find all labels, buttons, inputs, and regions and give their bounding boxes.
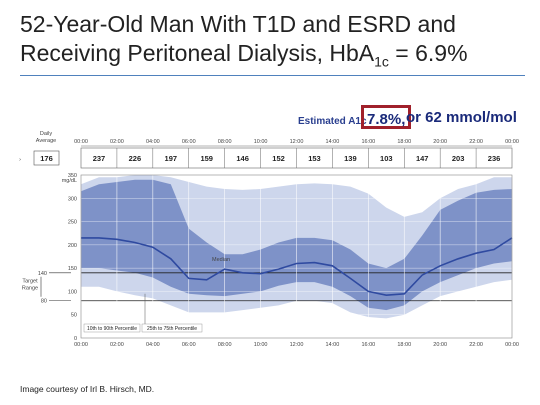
title-subscript: 1c [374, 53, 389, 70]
target-side-tick: 80 [41, 299, 47, 305]
y-tick-label: 0 [74, 336, 77, 342]
time-tick-top: 02:00 [110, 139, 124, 145]
row-arrow-icon: › [19, 157, 21, 163]
time-tick-top: 18:00 [397, 139, 411, 145]
legend-box-outer [83, 323, 141, 333]
time-tick-top: 22:00 [469, 139, 483, 145]
time-tick-bottom: 08:00 [218, 342, 232, 348]
legend-box-inner [141, 323, 203, 333]
time-tick-top: 00:00 [505, 139, 519, 145]
time-tick-bottom: 18:00 [397, 342, 411, 348]
median-label: Median [212, 257, 230, 263]
period-average-value: 203 [452, 154, 465, 163]
y-tick-label: 250 [68, 220, 77, 226]
estimated-a1c-value-box: 7.8%, [361, 105, 412, 129]
period-average-value: 226 [129, 154, 142, 163]
time-tick-bottom: 12:00 [290, 342, 304, 348]
time-tick-bottom: 06:00 [182, 342, 196, 348]
time-tick-top: 12:00 [290, 139, 304, 145]
daily-average-box [33, 150, 60, 166]
period-average-value: 147 [416, 154, 429, 163]
period-average-value: 153 [308, 154, 321, 163]
time-tick-bottom: 20:00 [433, 342, 447, 348]
time-tick-top: 06:00 [182, 139, 196, 145]
period-average-value: 152 [272, 154, 285, 163]
time-tick-bottom: 16:00 [361, 342, 375, 348]
y-unit-label: mg/dL [62, 178, 77, 184]
time-tick-bottom: 00:00 [505, 342, 519, 348]
time-tick-bottom: 22:00 [469, 342, 483, 348]
legend-25-75: 25th to 75th Percentile [147, 326, 197, 332]
slide-title-line1: 52-Year-Old Man With T1D and ESRD and [20, 11, 456, 37]
target-range-label-line2: Range [22, 285, 38, 291]
time-tick-bottom: 00:00 [74, 342, 88, 348]
period-average-value: 159 [200, 154, 213, 163]
slide-title: 52-Year-Old Man With T1D and ESRD and Re… [20, 10, 530, 77]
y-tick-label: 150 [68, 266, 77, 272]
time-tick-top: 00:00 [74, 139, 88, 145]
y-tick-label: 300 [68, 196, 77, 202]
time-tick-bottom: 14:00 [326, 342, 340, 348]
period-average-value: 236 [488, 154, 501, 163]
title-divider [20, 75, 525, 76]
time-tick-bottom: 02:00 [110, 342, 124, 348]
time-tick-bottom: 04:00 [146, 342, 160, 348]
period-average-value: 103 [380, 154, 393, 163]
daily-average-value: 176 [40, 154, 53, 163]
period-average-value: 197 [165, 154, 178, 163]
time-tick-top: 10:00 [254, 139, 268, 145]
y-tick-label: 200 [68, 243, 77, 249]
time-tick-top: 14:00 [326, 139, 340, 145]
median-line [81, 237, 513, 297]
time-tick-top: 16:00 [361, 139, 375, 145]
slide-title-line2: Receiving Peritoneal Dialysis, HbA1c = 6… [20, 40, 468, 70]
legend-10-90: 10th to 90th Percentile [87, 326, 137, 332]
estimated-a1c-mmol: or 62 mmol/mol [406, 109, 517, 126]
daily-average-label-line2: Average [36, 138, 56, 144]
daily-average-label-line1: Daily [40, 131, 52, 137]
target-range-label-line1: Target [22, 278, 38, 284]
plot-frame [80, 174, 513, 339]
period-average-value: 146 [236, 154, 249, 163]
estimated-a1c-label: Estimated A1c [298, 116, 367, 127]
time-tick-top: 04:00 [146, 139, 160, 145]
target-side-tick: 140 [38, 271, 47, 277]
y-tick-label: 350 [68, 173, 77, 179]
period-average-value: 139 [344, 154, 357, 163]
time-tick-top: 08:00 [218, 139, 232, 145]
image-credit: Image courtesy of Irl B. Hirsch, MD. [20, 384, 155, 394]
period-average-value: 237 [93, 154, 106, 163]
time-tick-bottom: 10:00 [254, 342, 268, 348]
y-tick-label: 100 [68, 289, 77, 295]
y-tick-label: 50 [71, 313, 77, 319]
time-tick-top: 20:00 [433, 139, 447, 145]
